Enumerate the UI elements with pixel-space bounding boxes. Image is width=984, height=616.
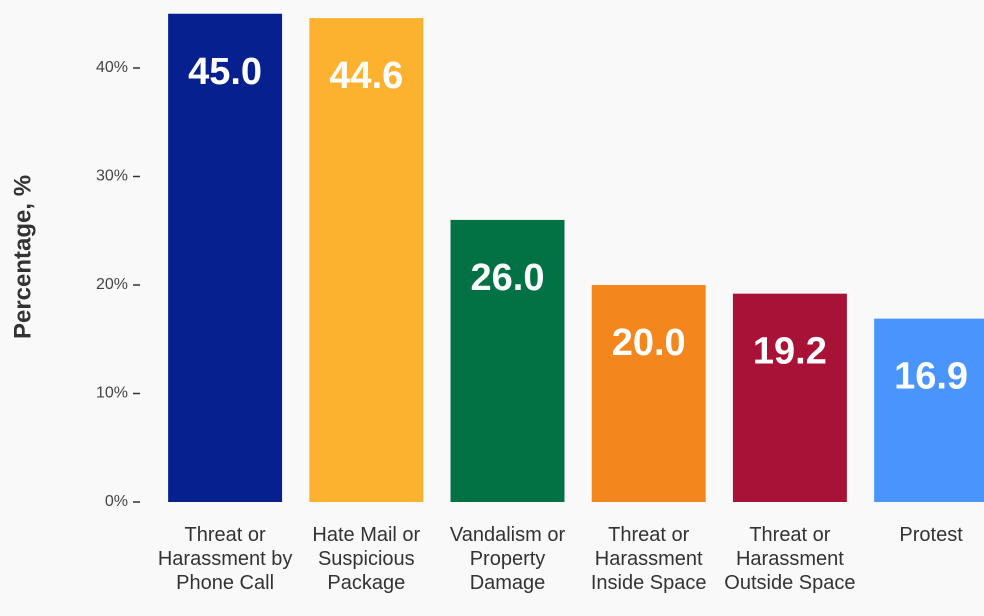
y-tick-label: 10% (96, 385, 128, 402)
value-label: 45.0 (188, 51, 262, 93)
bar (732, 293, 847, 502)
bar (874, 318, 984, 502)
x-tick-label: Threat or Harassment Outside Space (724, 524, 856, 594)
value-label: 26.0 (471, 257, 545, 299)
x-tick-label: Hate Mail or Suspicious Package (312, 524, 421, 594)
value-label: 44.6 (329, 55, 403, 97)
bar (450, 219, 565, 502)
x-tick-label: Threat or Harassment Inside Space (590, 524, 707, 594)
value-label: 16.9 (894, 356, 968, 398)
bar (168, 13, 283, 502)
y-tick-label: 30% (96, 168, 128, 185)
value-label: 20.0 (612, 322, 686, 364)
x-tick-label: Protest (899, 524, 963, 546)
x-tick-label: Threat or Harassment by Phone Call (157, 524, 293, 594)
bar (309, 18, 424, 503)
x-tick-label: Vandalism or Property Damage (449, 524, 566, 594)
y-tick-label: 20% (96, 276, 128, 293)
bar (591, 285, 706, 502)
y-axis-title: Percentage, % (9, 175, 36, 339)
y-tick-label: 40% (96, 59, 128, 76)
value-label: 19.2 (753, 331, 827, 373)
y-tick-label: 0% (105, 493, 128, 510)
